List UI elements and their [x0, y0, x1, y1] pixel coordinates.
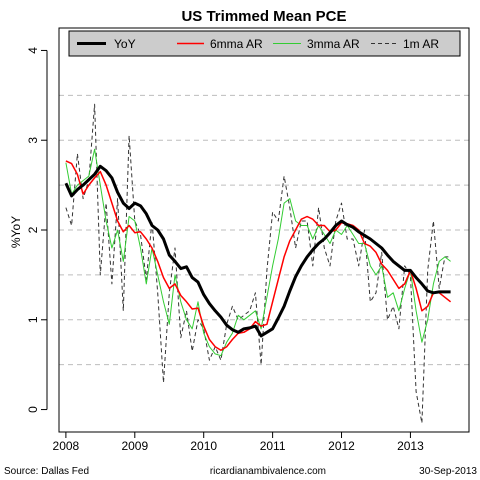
x-tick-label-0: 2008	[53, 439, 80, 453]
legend-label-1: 6mma AR	[210, 37, 263, 51]
x-tick-label-4: 2012	[328, 439, 355, 453]
y-tick-label-2: 2	[26, 226, 40, 233]
x-axis: 2008 2009 2010 2011 2012 2013	[53, 431, 424, 453]
x-tick-label-1: 2009	[121, 439, 148, 453]
plot-frame	[58, 27, 470, 433]
legend-label-3: 1m AR	[403, 37, 439, 51]
y-tick-label-1: 1	[26, 316, 40, 323]
x-tick-label-3: 2011	[260, 439, 286, 453]
legend: YoY 6mma AR 3mma AR 1m AR	[68, 30, 461, 57]
series-lines	[64, 103, 452, 424]
footer-date: 30-Sep-2013	[419, 466, 477, 477]
series-line-3	[65, 103, 451, 424]
legend-label-2: 3mma AR	[307, 37, 360, 51]
y-tick-label-0: 0	[26, 406, 40, 413]
series-line-1	[65, 160, 452, 352]
x-tick-label-5: 2013	[397, 439, 424, 453]
x-tick-label-2: 2010	[190, 439, 217, 453]
y-tick-label-3: 3	[26, 137, 40, 144]
footer-credit: ricardianambivalence.com	[210, 466, 326, 477]
series-line-2	[65, 148, 451, 357]
y-tick-label-4: 4	[26, 47, 40, 54]
series-line-0	[64, 164, 451, 338]
legend-label-0: YoY	[114, 37, 136, 51]
chart-title: US Trimmed Mean PCE	[181, 8, 346, 25]
y-axis: 0 1 2 3 4	[26, 47, 48, 413]
y-axis-label: %YoY	[9, 216, 23, 248]
footer-source: Source: Dallas Fed	[4, 466, 89, 477]
